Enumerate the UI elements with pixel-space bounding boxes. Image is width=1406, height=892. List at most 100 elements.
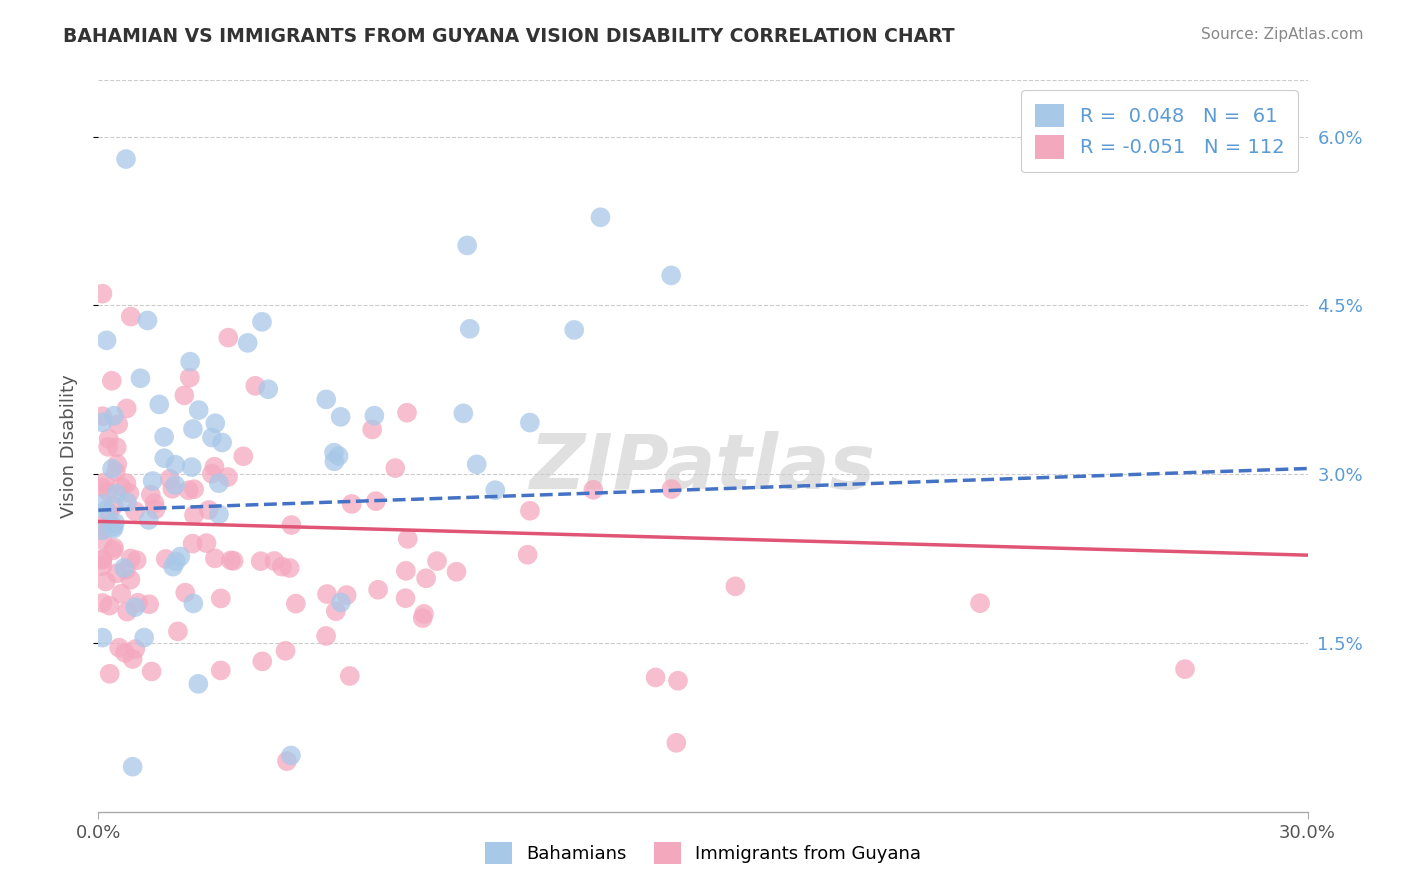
Point [208, 508, 231, 522]
Point [165, 478, 187, 492]
Point [94, 574, 117, 589]
Point [217, 331, 239, 345]
Point [179, 370, 201, 384]
Point [139, 488, 162, 502]
Point [105, 487, 128, 501]
Point [325, 604, 347, 618]
Point [458, 322, 481, 336]
Point [91, 286, 114, 301]
Point [222, 554, 245, 568]
Point [413, 607, 436, 621]
Point [91, 409, 114, 424]
Point [104, 516, 127, 530]
Point [263, 554, 285, 568]
Point [177, 483, 200, 498]
Point [201, 467, 224, 481]
Point [180, 460, 202, 475]
Point [97, 432, 120, 446]
Point [183, 508, 205, 522]
Point [280, 748, 302, 763]
Legend: R =  0.048   N =  61, R = -0.051   N = 112: R = 0.048 N = 61, R = -0.051 N = 112 [1021, 90, 1298, 172]
Point [98, 506, 121, 520]
Point [103, 409, 125, 423]
Point [197, 503, 219, 517]
Point [103, 521, 125, 535]
Point [396, 532, 419, 546]
Point [364, 494, 387, 508]
Point [323, 454, 346, 468]
Point [112, 561, 135, 575]
Point [91, 524, 114, 538]
Point [589, 211, 612, 225]
Point [340, 497, 363, 511]
Point [219, 553, 242, 567]
Point [187, 677, 209, 691]
Point [278, 561, 301, 575]
Point [141, 665, 163, 679]
Point [1174, 662, 1197, 676]
Point [105, 566, 128, 581]
Point [91, 415, 114, 429]
Point [183, 596, 205, 610]
Point [329, 595, 352, 609]
Point [145, 502, 167, 516]
Legend: Bahamians, Immigrants from Guyana: Bahamians, Immigrants from Guyana [470, 828, 936, 879]
Point [315, 392, 337, 407]
Point [138, 513, 160, 527]
Point [666, 673, 689, 688]
Point [120, 573, 142, 587]
Point [124, 600, 146, 615]
Point [328, 449, 350, 463]
Point [211, 435, 233, 450]
Point [276, 754, 298, 768]
Point [204, 551, 226, 566]
Point [252, 654, 274, 668]
Point [165, 458, 187, 472]
Point [209, 664, 232, 678]
Point [181, 422, 204, 436]
Point [96, 334, 118, 348]
Point [187, 403, 209, 417]
Point [280, 518, 302, 533]
Point [93, 475, 115, 490]
Point [121, 652, 143, 666]
Point [103, 541, 125, 555]
Point [101, 462, 124, 476]
Point [562, 323, 585, 337]
Point [394, 591, 416, 606]
Point [107, 417, 129, 432]
Point [582, 483, 605, 497]
Point [250, 315, 273, 329]
Point [167, 624, 190, 639]
Point [316, 587, 339, 601]
Point [395, 564, 418, 578]
Point [465, 458, 488, 472]
Point [249, 554, 271, 568]
Point [204, 459, 226, 474]
Point [195, 536, 218, 550]
Point [98, 599, 121, 613]
Point [91, 631, 114, 645]
Point [101, 520, 124, 534]
Point [361, 422, 384, 436]
Point [159, 472, 181, 486]
Y-axis label: Vision Disability: Vision Disability [59, 374, 77, 518]
Point [91, 559, 114, 574]
Point [519, 504, 541, 518]
Point [91, 480, 114, 494]
Point [644, 670, 666, 684]
Point [114, 563, 136, 577]
Point [125, 553, 148, 567]
Point [179, 354, 201, 368]
Point [271, 559, 294, 574]
Point [97, 440, 120, 454]
Point [142, 474, 165, 488]
Point [105, 457, 128, 471]
Point [153, 451, 176, 466]
Point [232, 449, 254, 463]
Point [108, 640, 131, 655]
Point [91, 551, 114, 566]
Point [453, 406, 475, 420]
Point [97, 485, 120, 500]
Point [115, 605, 138, 619]
